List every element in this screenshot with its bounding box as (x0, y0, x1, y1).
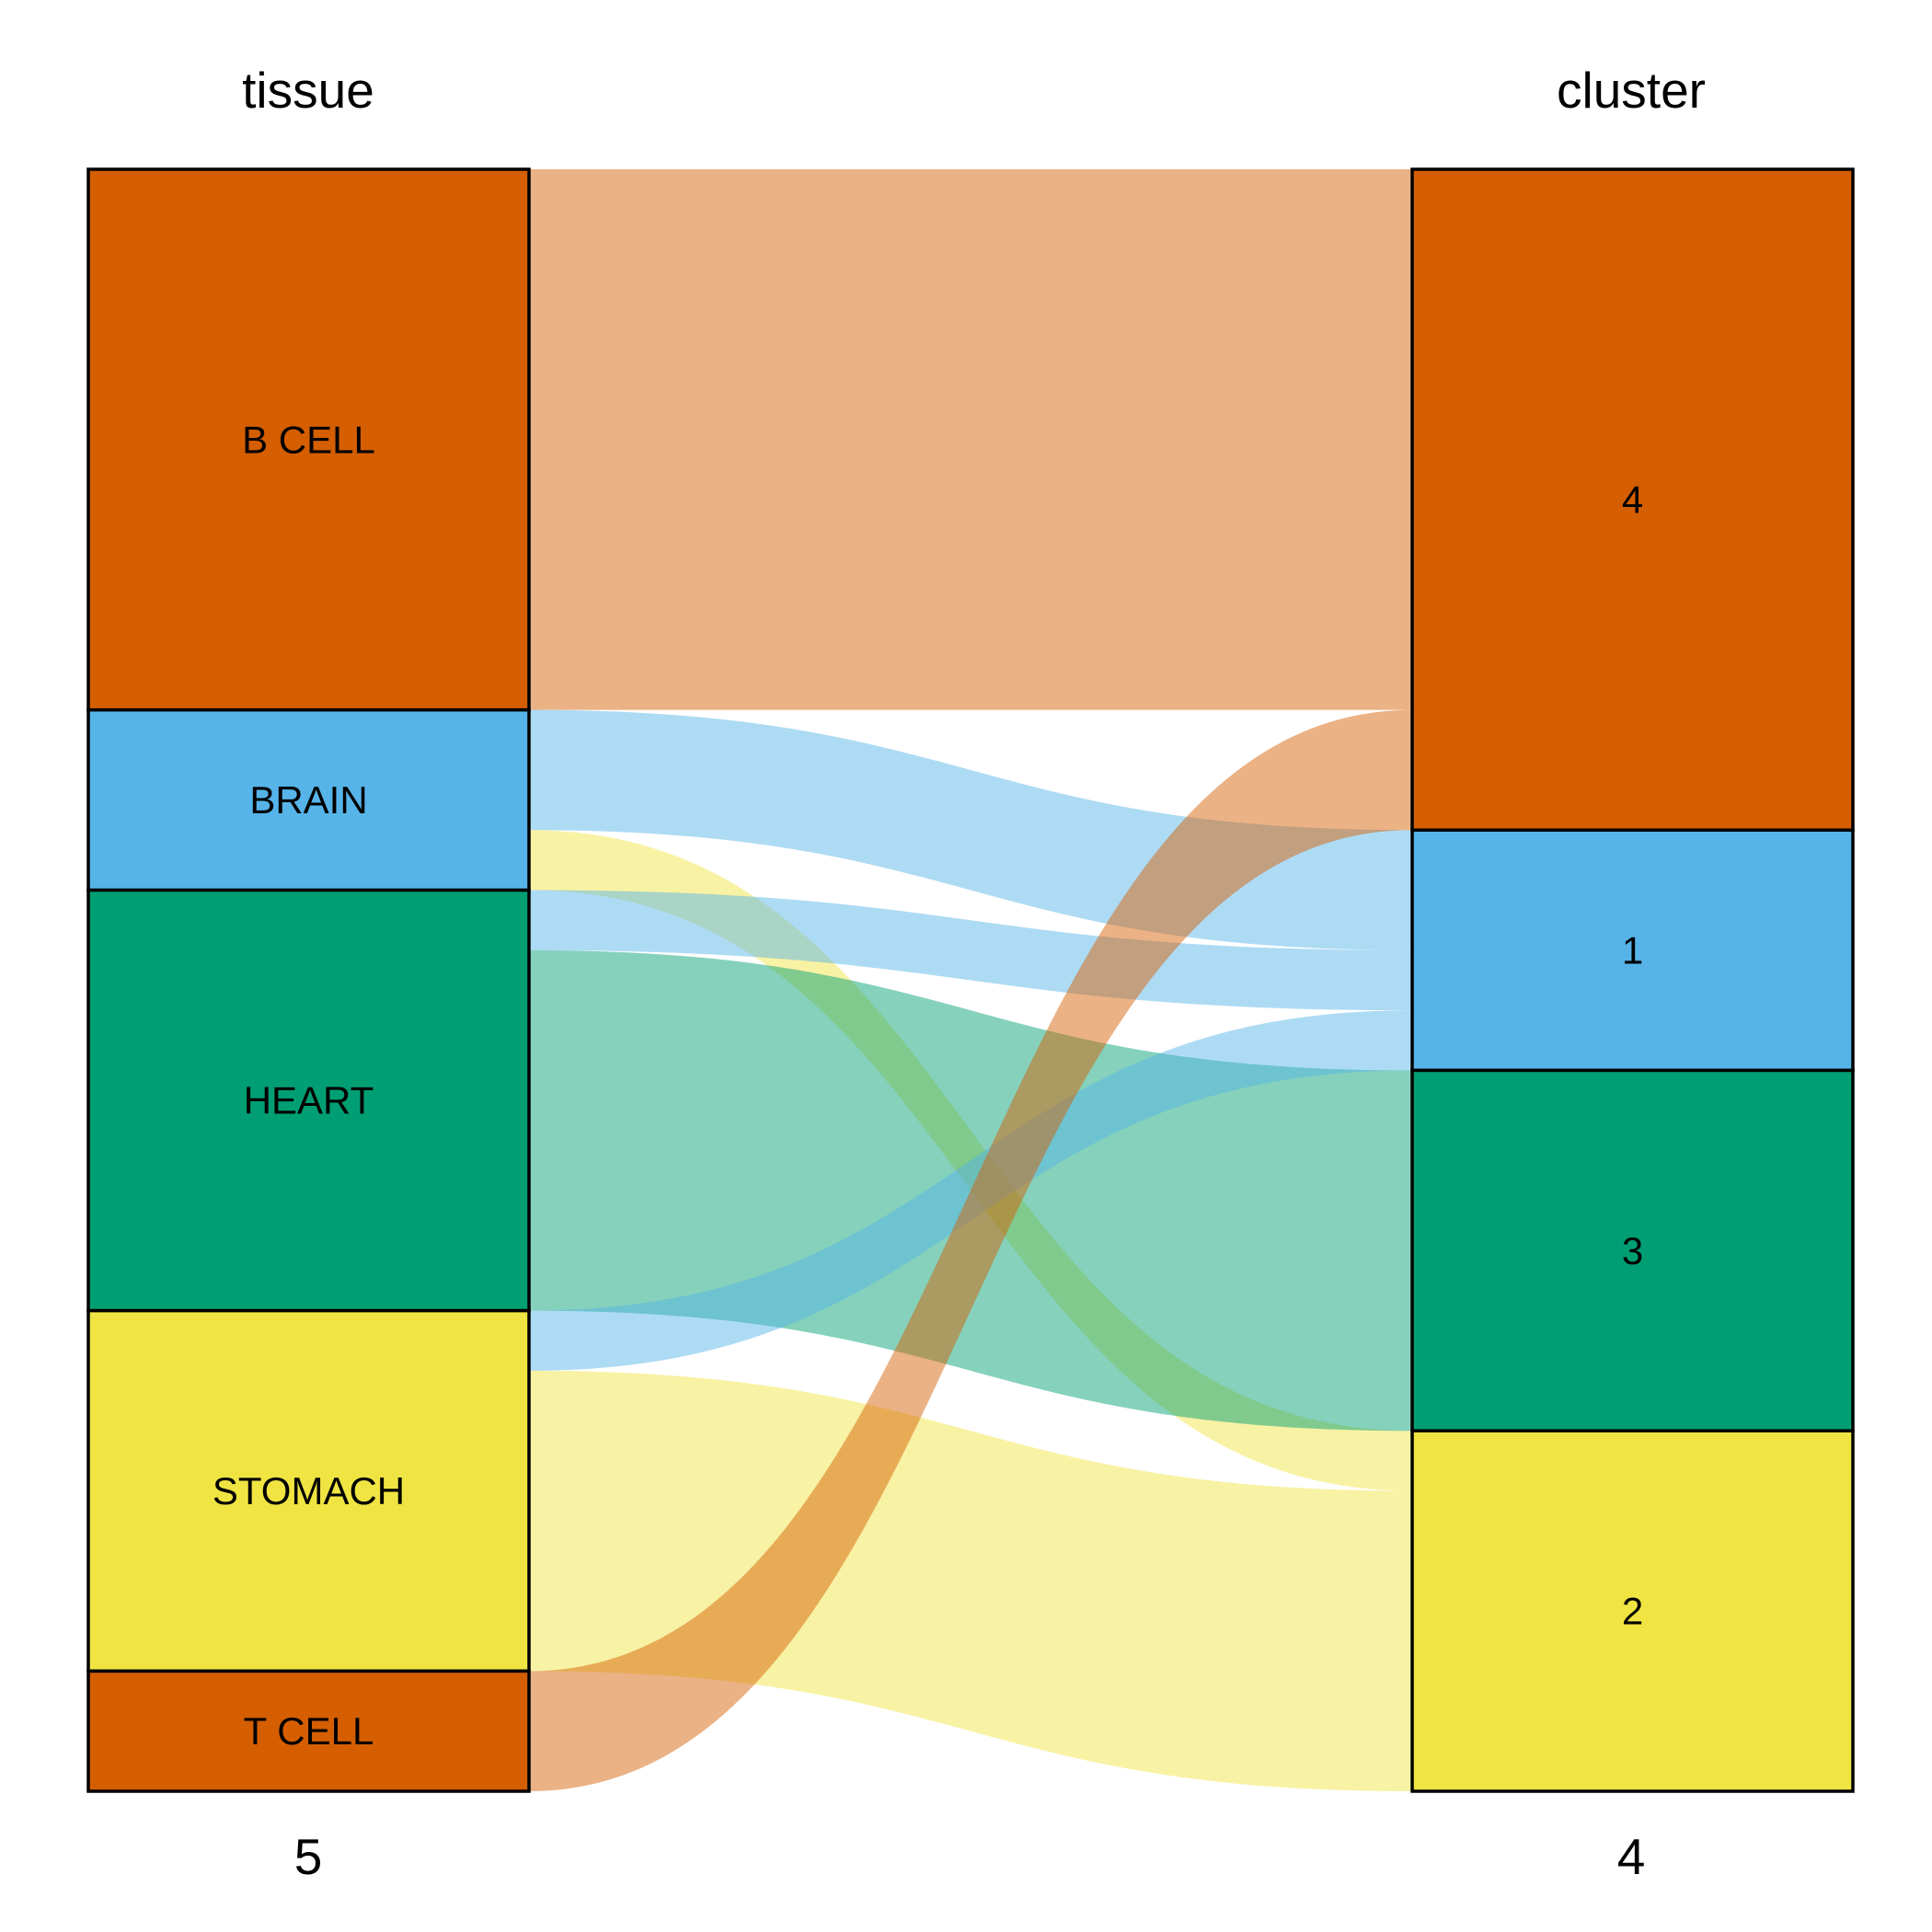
right-node-4 (1410, 167, 1855, 833)
right-node-label-3: 3 (1622, 1229, 1643, 1272)
left-node-label-stomach: STOMACH (213, 1469, 405, 1512)
left-node-label-heart: HEART (244, 1079, 374, 1122)
right-node-label-1: 1 (1622, 928, 1643, 972)
flow-stomach-to-cluster-2 (529, 1370, 1412, 1791)
right-node-2 (1410, 1429, 1855, 1793)
left-node-brain (86, 707, 531, 892)
flow-b-cell-to-cluster-4 (529, 169, 1412, 710)
flow-heart-to-cluster-3 (529, 949, 1412, 1432)
axis-title-tissue: tissue (242, 62, 374, 119)
left-node-stomach (86, 1308, 531, 1673)
axis-title-cluster: cluster (1557, 62, 1706, 119)
right-node-label-4: 4 (1622, 478, 1643, 522)
flows-layer (529, 169, 1412, 1791)
axis-count-tissue: 5 (294, 1828, 323, 1885)
flow-stomach-to-cluster-1 (529, 1010, 1412, 1371)
right-node-3 (1410, 1068, 1855, 1432)
axis-count-cluster: 4 (1617, 1828, 1646, 1885)
flow-heart-to-cluster-1 (529, 890, 1412, 1011)
left-node-label-b-cell: B CELL (242, 418, 375, 461)
left-node-label-brain: BRAIN (249, 778, 367, 822)
left-node-t-cell (86, 1669, 531, 1793)
flow-brain-to-cluster-1 (529, 709, 1412, 950)
nodes-layer: B CELL BRAIN HEART STOMACH T CELL 4 1 3 2 (86, 167, 1855, 1793)
left-node-b-cell (86, 167, 531, 712)
left-node-label-t-cell: T CELL (244, 1709, 374, 1753)
flow-t-cell-to-cluster-4 (529, 709, 1412, 1791)
right-node-label-2: 2 (1622, 1590, 1643, 1633)
right-node-1 (1410, 828, 1855, 1073)
flow-brain-to-cluster-2 (529, 830, 1412, 1491)
left-node-heart (86, 888, 531, 1313)
